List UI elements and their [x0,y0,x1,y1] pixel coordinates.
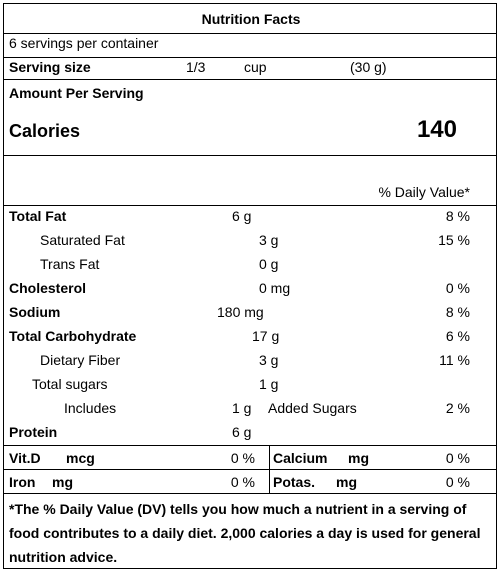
total-carb-amount: 17 g [252,328,280,344]
iron-unit: mg [52,474,73,490]
calories-label: Calories [9,121,81,141]
nutrition-label [3,3,497,569]
dietary-fiber-amount: 3 g [259,352,279,368]
total-fat-amount: 6 g [232,208,252,224]
saturated-fat-dv: 15 % [438,232,470,248]
sodium-label: Sodium [9,304,61,320]
serving-size-amount: 1/3 [186,59,206,75]
sodium-dv: 8 % [445,304,470,320]
added-sugars-suffix: Added Sugars [268,400,357,416]
amount-per-serving: Amount Per Serving [9,85,144,101]
calcium-label: Calcium [273,450,328,466]
trans-fat-label: Trans Fat [40,256,100,272]
iron-label: Iron [9,474,36,490]
added-sugars-dv: 2 % [445,400,470,416]
calcium-dv: 0 % [445,450,470,466]
added-sugars-amount: 1 g [232,400,252,416]
vitd-unit: mcg [66,450,95,466]
iron-dv: 0 % [230,474,255,490]
daily-value-footnote: *The % Daily Value (DV) tells you how mu… [9,501,481,565]
saturated-fat-amount: 3 g [259,232,279,248]
total-sugars-label: Total sugars [32,376,108,392]
cholesterol-amount: 0 mg [259,280,291,296]
vitd-dv: 0 % [230,450,255,466]
potassium-dv: 0 % [445,474,470,490]
potassium-label: Potas. [273,474,316,490]
protein-amount: 6 g [232,424,252,440]
cholesterol-label: Cholesterol [9,280,87,296]
dietary-fiber-label: Dietary Fiber [40,352,121,368]
total-carb-dv: 6 % [445,328,470,344]
total-fat-dv: 8 % [445,208,470,224]
serving-size-grams: (30 g) [350,59,387,75]
calcium-unit: mg [348,450,369,466]
total-carb-label: Total Carbohydrate [9,328,137,344]
saturated-fat-label: Saturated Fat [40,232,125,248]
daily-value-header: % Daily Value* [378,184,470,200]
servings-per-container: 6 servings per container [9,35,159,51]
cholesterol-dv: 0 % [445,280,470,296]
protein-label: Protein [9,424,58,440]
dietary-fiber-dv: 11 % [439,352,470,368]
added-sugars-label: Includes [64,400,117,416]
sodium-amount: 180 mg [217,304,264,320]
total-sugars-amount: 1 g [259,376,279,392]
calories-value: 140 [416,116,457,143]
label-title: Nutrition Facts [201,11,301,27]
serving-size-unit: cup [244,59,267,75]
serving-size-label: Serving size [9,59,91,75]
potassium-unit: mg [336,474,357,490]
vitd-label: Vit.D [9,450,41,466]
total-fat-label: Total Fat [9,208,67,224]
trans-fat-amount: 0 g [259,256,279,272]
